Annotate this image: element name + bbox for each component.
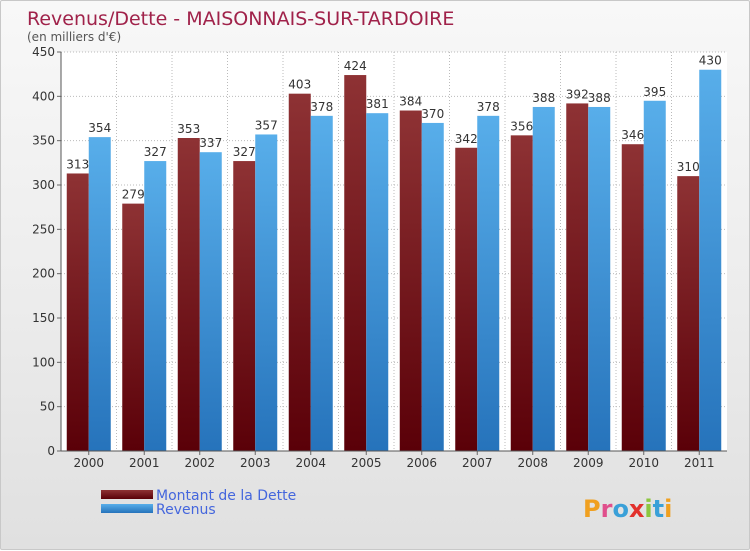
bar-debt: [344, 75, 367, 451]
legend-label-revenue: Revenus: [156, 502, 216, 518]
bar-revenue: [699, 69, 722, 451]
data-label-debt: 392: [566, 87, 589, 101]
chart-title: Revenus/Dette - MAISONNAIS-SUR-TARDOIRE: [27, 8, 454, 30]
bar-revenue: [199, 152, 222, 451]
grid-layer: [61, 51, 727, 451]
bar-debt: [621, 144, 644, 452]
bar-revenue: [588, 106, 611, 452]
legend: Montant de la Dette Revenus: [101, 488, 296, 518]
legend-swatch-revenue: [101, 504, 153, 513]
data-label-revenue: 430: [699, 54, 722, 68]
bar-debt: [455, 147, 478, 451]
x-tick-label: 2010: [628, 456, 659, 470]
data-label-debt: 356: [510, 119, 533, 133]
x-tick-label: 2009: [573, 456, 604, 470]
x-tick-label: 2005: [351, 456, 382, 470]
y-tick-label: 450: [32, 45, 55, 59]
data-label-revenue: 378: [477, 100, 500, 114]
data-label-debt: 342: [455, 132, 478, 146]
x-tick-label: 2007: [462, 456, 493, 470]
x-tick-label: 2004: [295, 456, 326, 470]
data-label-revenue: 388: [532, 91, 555, 105]
y-tick-label: 300: [32, 178, 55, 192]
bar-revenue: [366, 113, 389, 452]
bar-debt: [66, 173, 89, 451]
y-tick-label: 0: [47, 444, 55, 458]
bar-debt: [177, 138, 200, 452]
legend-swatch-debt: [101, 490, 153, 499]
bar-debt: [122, 203, 145, 451]
bar-revenue: [88, 137, 111, 451]
legend-label-debt: Montant de la Dette: [156, 488, 296, 504]
data-label-debt: 279: [122, 188, 145, 202]
data-label-revenue: 388: [588, 91, 611, 105]
y-tick-label: 350: [32, 134, 55, 148]
axis-layer: 0 50 100 150 200 250 300 350 400 450 2000 2001 2002 2…: [32, 45, 727, 470]
x-tick-label: 2000: [73, 456, 104, 470]
bar-revenue: [310, 115, 333, 451]
chart-subtitle: (en milliers d'€): [27, 30, 121, 44]
data-label-debt: 313: [66, 157, 89, 171]
bar-revenue: [144, 161, 167, 451]
bar-revenue: [255, 134, 278, 451]
y-tick-label: 150: [32, 311, 55, 325]
bar-debt: [510, 135, 533, 451]
x-tick-label: 2003: [240, 456, 271, 470]
data-label-debt: 424: [344, 59, 367, 73]
data-label-debt: 353: [177, 122, 200, 136]
data-label-debt: 384: [399, 95, 422, 109]
bar-debt: [399, 110, 422, 452]
data-label-debt: 403: [288, 78, 311, 92]
y-tick-label: 400: [32, 89, 55, 103]
data-label-revenue: 381: [366, 97, 389, 111]
data-label-debt: 327: [233, 145, 256, 159]
data-label-debt: 346: [621, 128, 644, 142]
data-label-debt: 310: [677, 160, 700, 174]
data-label-revenue: 395: [643, 85, 666, 99]
data-label-revenue: 357: [255, 118, 278, 132]
data-label-revenue: 378: [310, 100, 333, 114]
bar-revenue: [421, 122, 444, 451]
bar-revenue: [643, 100, 666, 452]
bar-debt: [566, 103, 589, 451]
bar-debt: [288, 93, 311, 451]
x-tick-label: 2006: [406, 456, 437, 470]
bar-debt: [677, 176, 700, 451]
bar-revenue: [532, 106, 555, 452]
proxiti-logo: Proxiti: [583, 495, 672, 523]
bar-debt: [233, 161, 256, 451]
y-tick-label: 50: [40, 400, 55, 414]
y-tick-label: 100: [32, 355, 55, 369]
data-label-revenue: 354: [88, 121, 111, 135]
bars-layer: [66, 69, 722, 452]
x-tick-label: 2008: [517, 456, 548, 470]
y-tick-label: 200: [32, 267, 55, 281]
data-label-revenue: 337: [199, 136, 222, 150]
data-label-revenue: 370: [421, 107, 444, 121]
x-tick-label: 2001: [129, 456, 160, 470]
x-tick-label: 2011: [684, 456, 715, 470]
data-label-revenue: 327: [144, 145, 167, 159]
y-tick-label: 250: [32, 222, 55, 236]
bar-revenue: [477, 115, 500, 451]
x-tick-label: 2002: [184, 456, 215, 470]
